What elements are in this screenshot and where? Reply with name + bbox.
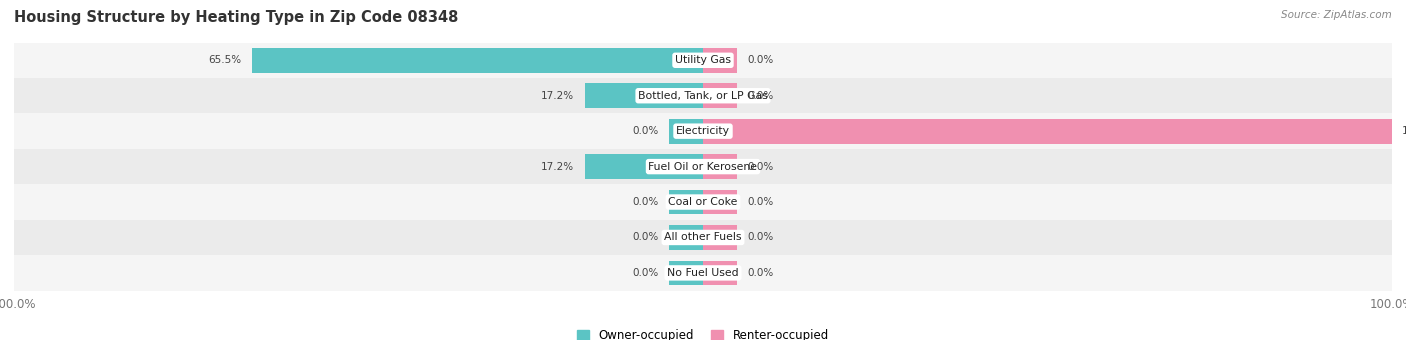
Bar [669,225,703,250]
Text: Source: ZipAtlas.com: Source: ZipAtlas.com [1281,10,1392,20]
Bar [585,154,703,179]
Text: 100.0%: 100.0% [1402,126,1406,136]
Bar [703,260,738,285]
Bar [14,184,1392,220]
Text: 0.0%: 0.0% [748,91,775,101]
Legend: Owner-occupied, Renter-occupied: Owner-occupied, Renter-occupied [576,329,830,340]
Bar [14,255,1392,291]
Text: Bottled, Tank, or LP Gas: Bottled, Tank, or LP Gas [638,91,768,101]
Text: 0.0%: 0.0% [631,126,658,136]
Bar [703,119,1392,143]
Bar [703,154,738,179]
Text: 0.0%: 0.0% [631,197,658,207]
Bar [14,149,1392,184]
Text: 0.0%: 0.0% [748,233,775,242]
Text: 65.5%: 65.5% [208,55,242,65]
Text: 0.0%: 0.0% [748,55,775,65]
Text: Utility Gas: Utility Gas [675,55,731,65]
Text: Electricity: Electricity [676,126,730,136]
Text: All other Fuels: All other Fuels [664,233,742,242]
Text: 0.0%: 0.0% [631,233,658,242]
Text: Coal or Coke: Coal or Coke [668,197,738,207]
Text: 17.2%: 17.2% [541,91,574,101]
Text: 0.0%: 0.0% [748,162,775,172]
Bar [703,48,738,73]
Bar [703,225,738,250]
Text: Fuel Oil or Kerosene: Fuel Oil or Kerosene [648,162,758,172]
Bar [14,114,1392,149]
Text: 0.0%: 0.0% [748,268,775,278]
Bar [14,78,1392,114]
Bar [703,190,738,215]
Text: Housing Structure by Heating Type in Zip Code 08348: Housing Structure by Heating Type in Zip… [14,10,458,25]
Bar [669,260,703,285]
Bar [703,83,738,108]
Bar [14,220,1392,255]
Bar [669,190,703,215]
Bar [585,83,703,108]
Text: 17.2%: 17.2% [541,162,574,172]
Text: 0.0%: 0.0% [748,197,775,207]
Text: No Fuel Used: No Fuel Used [668,268,738,278]
Text: 0.0%: 0.0% [631,268,658,278]
Bar [669,119,703,143]
Bar [252,48,703,73]
Bar [14,42,1392,78]
